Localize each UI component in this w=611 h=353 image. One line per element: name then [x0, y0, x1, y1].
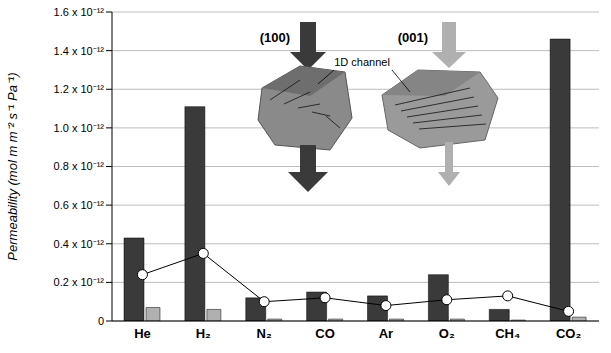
- svg-text:0.6 x 10⁻¹²: 0.6 x 10⁻¹²: [54, 199, 105, 211]
- svg-text:0.2 x 10⁻¹²: 0.2 x 10⁻¹²: [54, 276, 105, 288]
- svg-text:1.6 x 10⁻¹²: 1.6 x 10⁻¹²: [54, 6, 105, 18]
- svg-text:0.8 x 10⁻¹²: 0.8 x 10⁻¹²: [54, 160, 105, 172]
- svg-text:1.4 x 10⁻¹²: 1.4 x 10⁻¹²: [54, 45, 105, 57]
- svg-text:N₂: N₂: [257, 326, 272, 341]
- svg-text:O₂: O₂: [439, 326, 455, 341]
- svg-text:(001): (001): [398, 30, 428, 45]
- svg-text:Ar: Ar: [379, 326, 393, 341]
- svg-text:CO: CO: [315, 326, 335, 341]
- svg-text:1.0 x 10⁻¹²: 1.0 x 10⁻¹²: [54, 122, 105, 134]
- svg-text:H₂: H₂: [196, 326, 211, 341]
- svg-text:0.4 x 10⁻¹²: 0.4 x 10⁻¹²: [54, 238, 105, 250]
- svg-text:CO₂: CO₂: [556, 326, 582, 341]
- svg-text:1D channel: 1D channel: [334, 56, 390, 68]
- svg-text:Permeability (mol m m⁻² s⁻¹ Pa: Permeability (mol m m⁻² s⁻¹ Pa⁻¹): [5, 72, 20, 260]
- svg-text:0: 0: [98, 315, 104, 327]
- svg-text:He: He: [134, 326, 151, 341]
- svg-text:CH₄: CH₄: [495, 326, 520, 341]
- svg-text:(100): (100): [260, 30, 290, 45]
- svg-text:1.2 x 10⁻¹²: 1.2 x 10⁻¹²: [54, 83, 105, 95]
